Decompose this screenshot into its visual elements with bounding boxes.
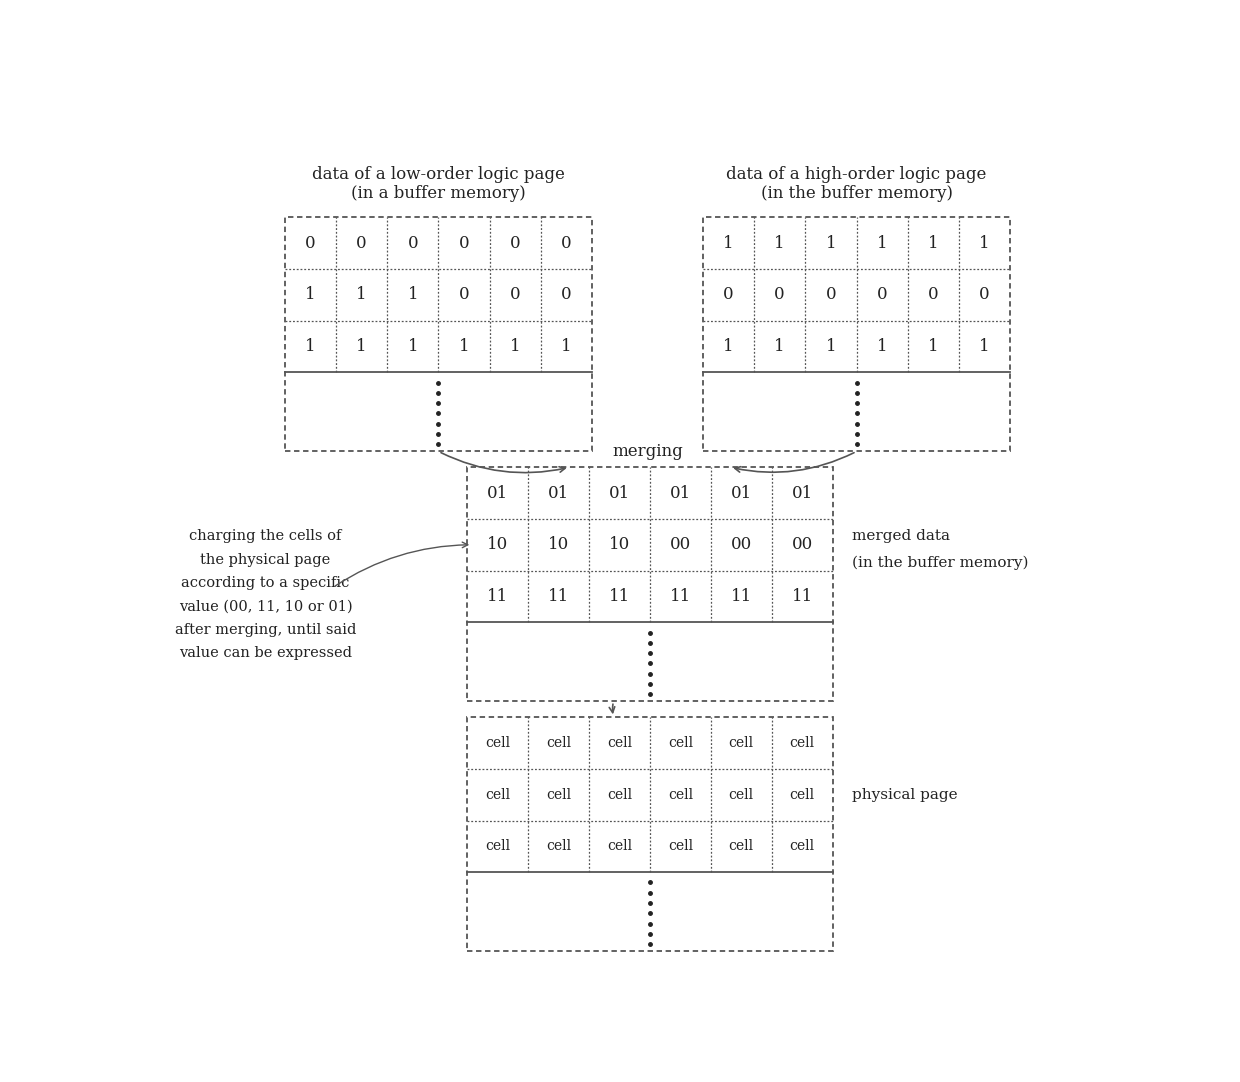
Text: after merging, until said: after merging, until said <box>175 622 356 636</box>
Text: 0: 0 <box>408 235 418 252</box>
Text: 1: 1 <box>723 235 734 252</box>
Text: 0: 0 <box>356 235 367 252</box>
Text: cell: cell <box>790 840 815 854</box>
Text: cell: cell <box>485 788 511 802</box>
Text: the physical page: the physical page <box>201 553 331 567</box>
Text: 10: 10 <box>609 537 630 553</box>
Text: merging: merging <box>613 443 683 460</box>
Text: 1: 1 <box>774 235 785 252</box>
Text: physical page: physical page <box>852 788 957 802</box>
Bar <box>703 217 1011 451</box>
Text: cell: cell <box>485 840 511 854</box>
Text: value (00, 11, 10 or 01): value (00, 11, 10 or 01) <box>179 599 352 613</box>
Text: 1: 1 <box>356 338 367 355</box>
Text: cell: cell <box>668 840 693 854</box>
Text: 0: 0 <box>723 287 734 303</box>
Text: 10: 10 <box>487 537 508 553</box>
Text: cell: cell <box>790 788 815 802</box>
Text: (in the buffer memory): (in the buffer memory) <box>852 556 1028 570</box>
Text: 1: 1 <box>408 287 418 303</box>
Text: 1: 1 <box>305 338 316 355</box>
Text: according to a specific: according to a specific <box>181 576 350 590</box>
Text: 11: 11 <box>487 588 508 605</box>
Text: 0: 0 <box>562 287 572 303</box>
Text: 1: 1 <box>408 338 418 355</box>
Text: 0: 0 <box>459 287 470 303</box>
Text: data of a high-order logic page
(in the buffer memory): data of a high-order logic page (in the … <box>727 166 987 202</box>
Text: 1: 1 <box>877 235 888 252</box>
Text: cell: cell <box>606 840 632 854</box>
Text: 11: 11 <box>609 588 630 605</box>
Text: 00: 00 <box>670 537 691 553</box>
FancyArrowPatch shape <box>335 542 467 586</box>
Text: cell: cell <box>790 736 815 750</box>
Text: 1: 1 <box>980 235 990 252</box>
Text: 1: 1 <box>459 338 470 355</box>
Text: 11: 11 <box>730 588 751 605</box>
Text: 01: 01 <box>730 485 751 502</box>
Text: cell: cell <box>485 736 511 750</box>
Text: 0: 0 <box>980 287 990 303</box>
Text: 11: 11 <box>670 588 691 605</box>
Text: 0: 0 <box>305 235 316 252</box>
Text: 1: 1 <box>510 338 521 355</box>
Text: cell: cell <box>729 736 754 750</box>
Text: 0: 0 <box>928 287 939 303</box>
Text: 1: 1 <box>305 287 316 303</box>
Text: 0: 0 <box>877 287 888 303</box>
Text: charging the cells of: charging the cells of <box>190 529 342 543</box>
Text: cell: cell <box>546 736 572 750</box>
Text: 01: 01 <box>548 485 569 502</box>
Text: 01: 01 <box>609 485 630 502</box>
FancyArrowPatch shape <box>441 452 565 473</box>
Text: 00: 00 <box>730 537 751 553</box>
Text: 0: 0 <box>510 235 521 252</box>
Text: cell: cell <box>546 788 572 802</box>
Bar <box>467 467 832 701</box>
Text: 0: 0 <box>774 287 785 303</box>
Text: 1: 1 <box>826 235 836 252</box>
Text: 1: 1 <box>356 287 367 303</box>
Text: 1: 1 <box>877 338 888 355</box>
Text: 01: 01 <box>487 485 508 502</box>
Text: cell: cell <box>606 736 632 750</box>
Bar <box>467 717 832 951</box>
Text: 01: 01 <box>791 485 812 502</box>
Text: 1: 1 <box>928 338 939 355</box>
FancyArrowPatch shape <box>609 704 615 713</box>
Text: 1: 1 <box>826 338 836 355</box>
Bar <box>285 217 593 451</box>
Text: 01: 01 <box>670 485 691 502</box>
Text: 11: 11 <box>548 588 569 605</box>
Text: 10: 10 <box>548 537 569 553</box>
Text: value can be expressed: value can be expressed <box>179 646 352 660</box>
Text: 1: 1 <box>562 338 572 355</box>
Text: 1: 1 <box>928 235 939 252</box>
Text: 00: 00 <box>791 537 812 553</box>
Text: cell: cell <box>606 788 632 802</box>
Text: data of a low-order logic page
(in a buffer memory): data of a low-order logic page (in a buf… <box>312 166 565 202</box>
Text: 11: 11 <box>791 588 812 605</box>
Text: merged data: merged data <box>852 529 950 543</box>
FancyArrowPatch shape <box>735 452 854 472</box>
Text: 1: 1 <box>774 338 785 355</box>
Text: cell: cell <box>668 736 693 750</box>
Text: 0: 0 <box>562 235 572 252</box>
Text: 1: 1 <box>723 338 734 355</box>
Text: 0: 0 <box>459 235 470 252</box>
Text: cell: cell <box>668 788 693 802</box>
Text: 0: 0 <box>510 287 521 303</box>
Text: 1: 1 <box>980 338 990 355</box>
Text: cell: cell <box>546 840 572 854</box>
Text: cell: cell <box>729 840 754 854</box>
Text: 0: 0 <box>826 287 836 303</box>
Text: cell: cell <box>729 788 754 802</box>
